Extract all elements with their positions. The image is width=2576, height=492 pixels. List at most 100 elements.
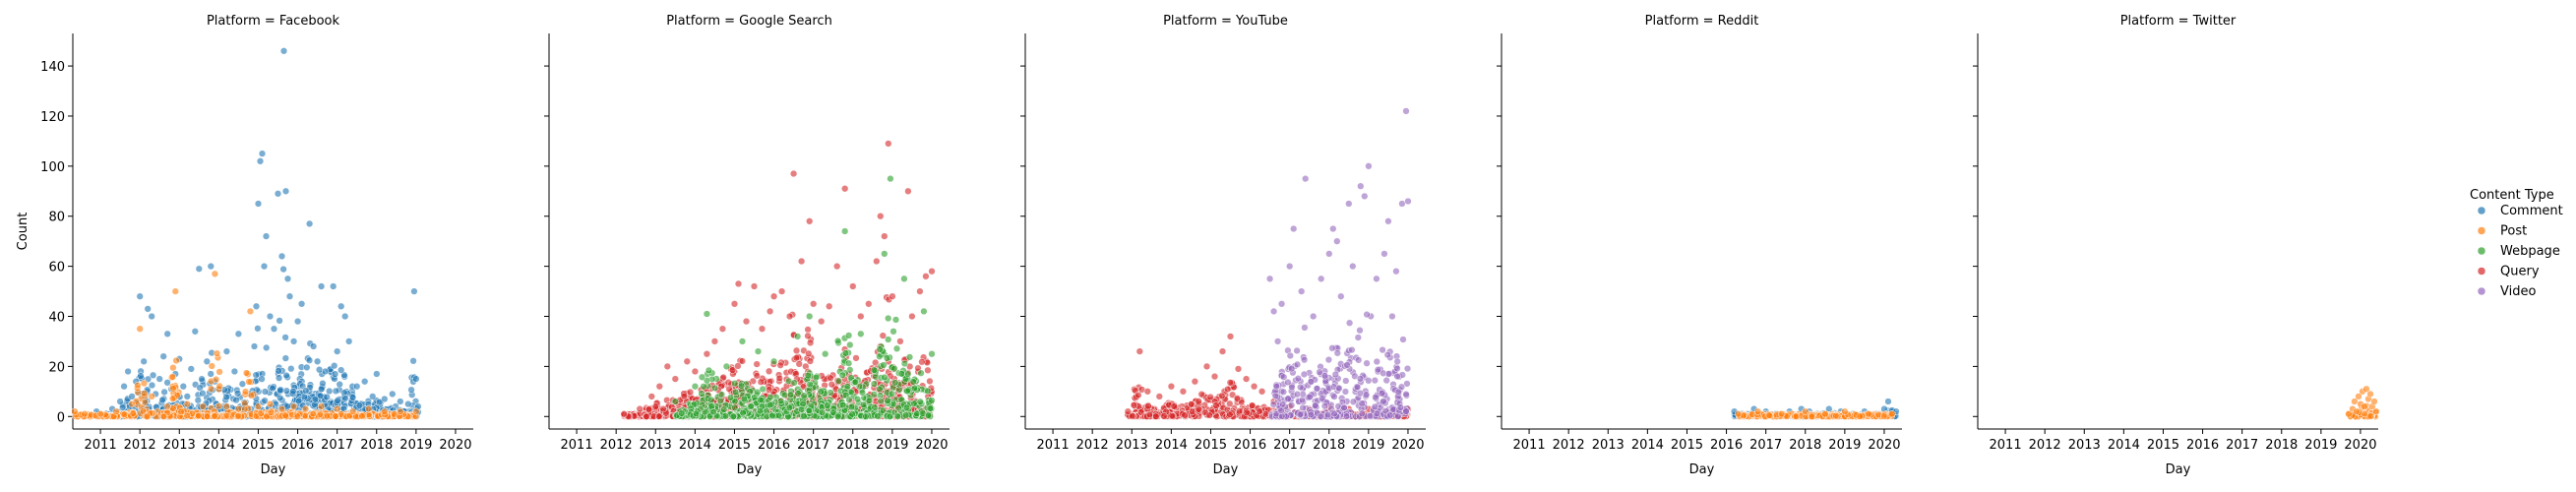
data-point (1392, 268, 1400, 276)
data-point (926, 377, 934, 386)
data-point (381, 395, 389, 403)
x-axis-label: Day (261, 462, 286, 477)
data-point (910, 384, 919, 393)
data-point (897, 370, 905, 378)
data-point (1307, 410, 1315, 419)
data-point (1399, 336, 1407, 343)
data-point (258, 375, 266, 383)
data-point (1286, 351, 1294, 360)
data-point (1330, 393, 1338, 400)
data-point (1320, 402, 1329, 410)
data-point (1337, 292, 1345, 300)
x-tick-label: 2019 (1352, 438, 1384, 453)
data-point (279, 47, 288, 55)
data-point (1160, 412, 1168, 420)
data-point (252, 302, 261, 310)
data-point (1233, 395, 1242, 402)
x-tick-label: 2016 (1234, 438, 1266, 453)
x-tick-label: 2020 (439, 438, 471, 453)
y-tick-label: 0 (57, 410, 65, 425)
data-points (620, 140, 936, 420)
data-point (757, 378, 765, 386)
data-point (833, 337, 842, 345)
y-axis-label: Count (16, 213, 31, 251)
data-point (705, 366, 713, 375)
data-point (199, 390, 207, 398)
data-point (155, 375, 163, 383)
data-point (841, 227, 849, 235)
data-point (353, 383, 361, 391)
data-point (1226, 410, 1234, 418)
data-point (647, 393, 655, 400)
data-point (889, 292, 896, 300)
data-point (316, 410, 325, 418)
data-point (1287, 401, 1296, 409)
data-point (862, 412, 870, 420)
data-point (768, 411, 776, 420)
data-point (1320, 372, 1329, 380)
data-point (1382, 376, 1390, 385)
data-point (881, 232, 889, 240)
data-point (892, 344, 901, 352)
data-point (806, 217, 814, 225)
data-point (177, 407, 185, 416)
data-point (1226, 400, 1234, 407)
data-point (1210, 372, 1219, 381)
data-point (148, 393, 155, 400)
data-point (172, 356, 180, 365)
data-point (358, 412, 366, 420)
data-point (409, 357, 417, 365)
data-point (412, 375, 420, 383)
data-point (1393, 372, 1401, 381)
data-point (120, 410, 129, 418)
data-point (1130, 401, 1138, 409)
data-point (790, 379, 798, 387)
data-point (1155, 393, 1163, 400)
data-point (1345, 200, 1353, 208)
data-point (900, 275, 908, 282)
data-point (1324, 355, 1333, 364)
x-tick-label: 2014 (1155, 438, 1188, 453)
data-point (289, 402, 298, 410)
data-point (293, 317, 302, 326)
data-point (270, 325, 278, 333)
data-point (928, 350, 936, 358)
data-point (258, 150, 267, 157)
data-point (1383, 350, 1391, 359)
data-point (881, 373, 889, 382)
data-point (876, 345, 884, 353)
data-point (1342, 412, 1351, 420)
data-point (234, 404, 243, 413)
data-point (753, 372, 761, 380)
x-tick-label: 2013 (1592, 438, 1625, 453)
data-point (1358, 400, 1366, 407)
data-point (281, 354, 289, 362)
data-point (893, 412, 902, 420)
data-point (1363, 310, 1371, 319)
data-point (857, 312, 865, 321)
data-point (1361, 192, 1369, 201)
data-point (116, 398, 124, 405)
data-point (1269, 307, 1278, 316)
data-point (655, 412, 663, 420)
data-point (1340, 403, 1348, 412)
data-point (698, 373, 706, 381)
data-point (829, 408, 837, 416)
data-point (785, 403, 794, 411)
data-point (877, 397, 885, 405)
data-point (853, 396, 862, 403)
data-point (643, 412, 650, 420)
data-point (776, 397, 785, 405)
data-point (96, 410, 104, 418)
data-point (1356, 327, 1364, 335)
data-point (928, 268, 936, 276)
data-point (1398, 200, 1406, 208)
data-point (671, 398, 679, 405)
data-point (234, 330, 243, 338)
data-point (1234, 365, 1243, 373)
x-tick-label: 2018 (1313, 438, 1345, 453)
data-point (838, 371, 846, 379)
data-point (1317, 412, 1325, 420)
facet-panel: Platform = Facebook020406080100120140201… (16, 14, 473, 477)
data-point (865, 300, 873, 308)
